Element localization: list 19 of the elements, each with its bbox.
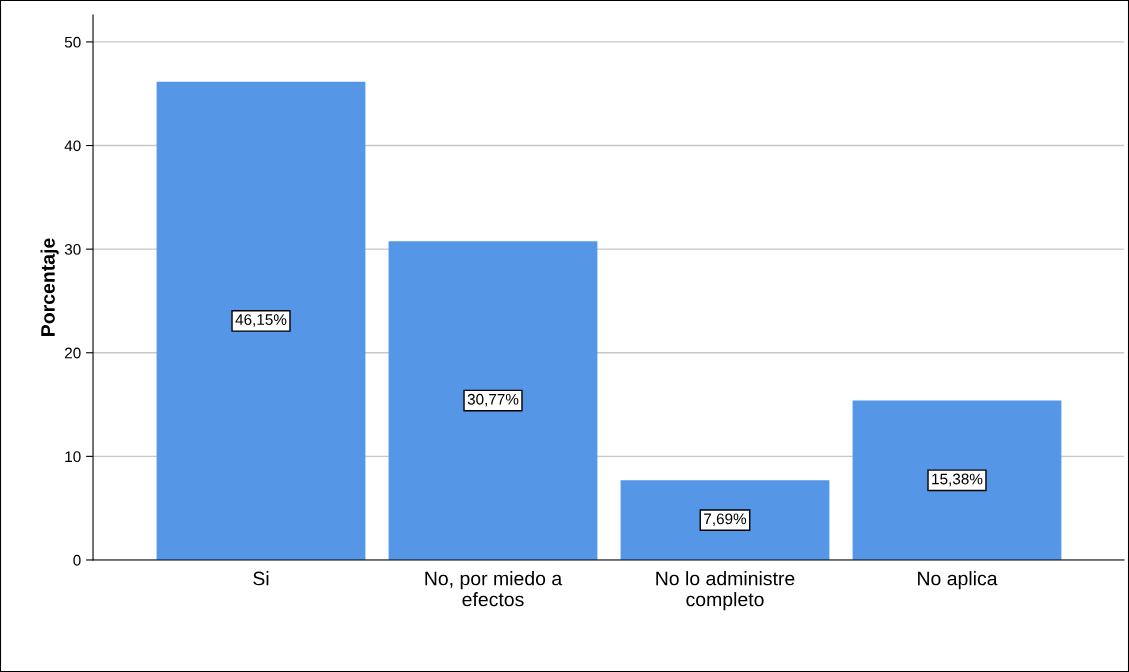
data-label: 46,15% xyxy=(235,314,287,327)
x-tick-label: No lo administre completo xyxy=(656,571,795,611)
bar xyxy=(156,81,366,560)
data-label: 30,77% xyxy=(467,393,519,407)
y-tick-label: 0 xyxy=(73,554,81,566)
y-tick-label: 10 xyxy=(65,451,81,463)
bar xyxy=(620,480,830,560)
bar xyxy=(852,400,1062,560)
x-tick-label: Si xyxy=(253,571,269,586)
data-label: 7,69% xyxy=(704,513,747,527)
y-axis-title: Porcentaje xyxy=(40,238,59,336)
data-label: 15,38% xyxy=(932,473,983,487)
y-tick-label: 20 xyxy=(65,347,81,359)
y-tick-label: 40 xyxy=(64,140,81,152)
x-tick-label: No, por miedo a efectos xyxy=(425,571,563,607)
y-tick-label: 30 xyxy=(64,244,81,255)
y-tick-label: 50 xyxy=(64,36,81,48)
bar xyxy=(388,241,598,560)
x-tick-label: No aplica xyxy=(918,571,998,590)
